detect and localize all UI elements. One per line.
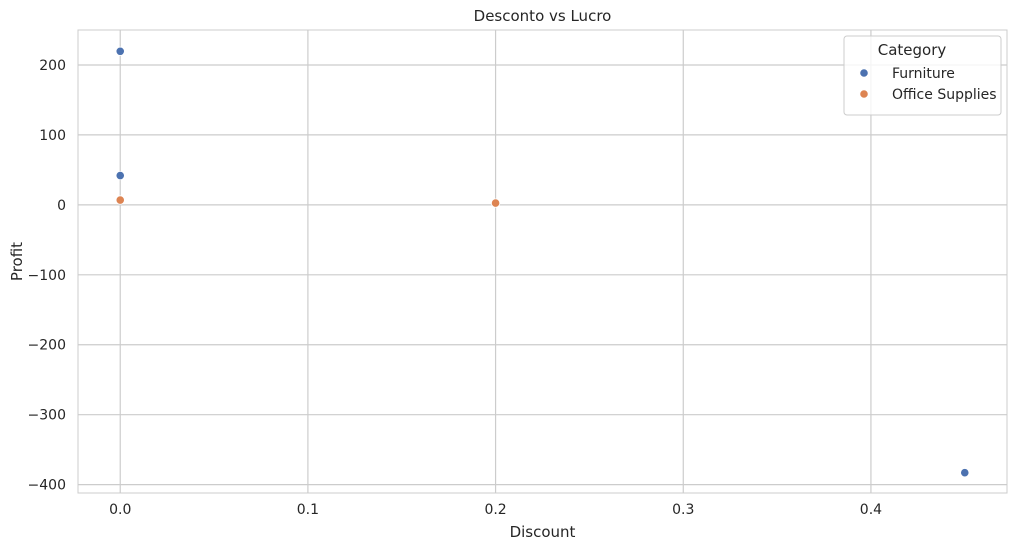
data-point-furniture bbox=[115, 170, 125, 181]
legend-label: Office Supplies bbox=[892, 87, 997, 103]
y-tick-label: 100 bbox=[39, 128, 66, 144]
y-tick-label: −100 bbox=[28, 268, 66, 284]
grid bbox=[78, 30, 1007, 493]
x-tick-label: 0.4 bbox=[860, 502, 882, 518]
y-tick-label: −300 bbox=[28, 408, 66, 424]
legend-frame bbox=[843, 35, 1002, 116]
x-tick-label: 0.1 bbox=[297, 502, 319, 518]
x-tick-label: 0.3 bbox=[672, 502, 694, 518]
x-tick-label: 0.2 bbox=[484, 502, 506, 518]
y-tick-labels: 200 100 0 −100 −200 −300 −400 bbox=[28, 58, 66, 494]
data-point-furniture bbox=[960, 468, 970, 478]
y-tick-label: 0 bbox=[57, 198, 66, 214]
y-axis-label: Profit bbox=[8, 242, 26, 281]
x-axis-label: Discount bbox=[510, 523, 576, 541]
legend-marker bbox=[859, 68, 869, 78]
data-point-office-supplies bbox=[490, 198, 501, 208]
data-point-office-supplies bbox=[115, 195, 125, 205]
x-tick-labels: 0.0 0.1 0.2 0.3 0.4 bbox=[109, 502, 882, 518]
plot-area bbox=[77, 29, 1008, 494]
legend-entries: Furniture Office Supplies bbox=[859, 66, 997, 103]
legend-label: Furniture bbox=[892, 66, 955, 82]
data-points bbox=[115, 46, 970, 478]
legend-title: Category bbox=[878, 41, 947, 59]
y-tick-label: −400 bbox=[28, 478, 66, 494]
x-tick-label: 0.0 bbox=[109, 502, 131, 518]
data-point-furniture bbox=[115, 46, 125, 56]
chart-title: Desconto vs Lucro bbox=[474, 7, 612, 25]
legend-marker bbox=[859, 89, 869, 99]
y-tick-label: −200 bbox=[28, 338, 66, 354]
y-tick-label: 200 bbox=[39, 58, 66, 74]
legend: Category Furniture Office Supplies bbox=[843, 35, 1002, 116]
